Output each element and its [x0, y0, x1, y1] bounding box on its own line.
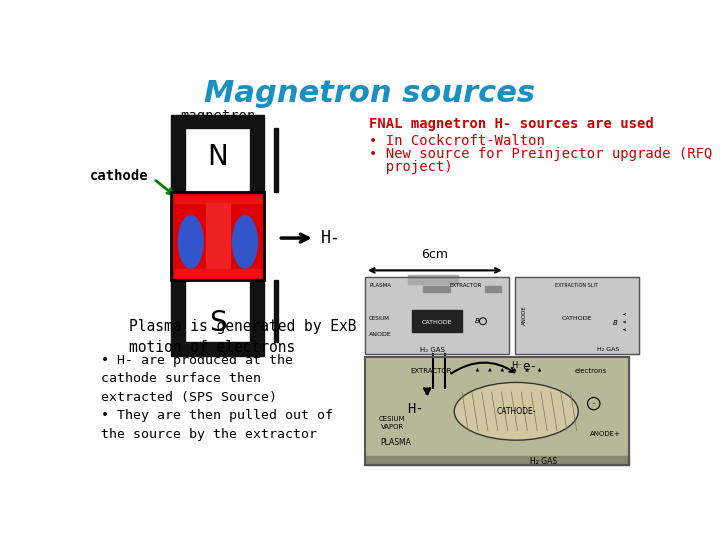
- Text: H⁻: H⁻: [511, 361, 521, 370]
- Bar: [206, 204, 230, 269]
- Bar: [365, 276, 508, 354]
- Ellipse shape: [233, 215, 258, 268]
- Text: S: S: [209, 309, 227, 337]
- Bar: [251, 280, 264, 342]
- Text: magnetron: magnetron: [180, 110, 256, 124]
- Text: ANODE+: ANODE+: [590, 431, 621, 437]
- Text: H₂ GAS: H₂ GAS: [597, 347, 618, 352]
- Bar: [515, 276, 639, 354]
- Bar: [274, 128, 279, 192]
- Text: H-: H-: [408, 402, 424, 416]
- Bar: [412, 310, 462, 332]
- Bar: [251, 128, 264, 192]
- Bar: [171, 192, 264, 280]
- Text: CESIUM: CESIUM: [369, 316, 390, 321]
- Bar: [171, 128, 185, 192]
- Bar: [365, 357, 629, 465]
- Bar: [485, 286, 500, 292]
- Text: CATHODE: CATHODE: [421, 320, 451, 325]
- Ellipse shape: [179, 215, 203, 268]
- Text: ANODE: ANODE: [369, 332, 392, 337]
- Text: H₂ GAS: H₂ GAS: [530, 457, 557, 466]
- Bar: [365, 456, 629, 465]
- Text: cathode: cathode: [89, 170, 148, 184]
- Text: EXTRACTION SLIT: EXTRACTION SLIT: [555, 284, 598, 288]
- Text: H-: H-: [321, 229, 341, 247]
- Text: CESIUM
VAPOR: CESIUM VAPOR: [379, 416, 405, 430]
- Text: EXTRACTOR: EXTRACTOR: [450, 284, 482, 288]
- Text: PLASMA: PLASMA: [369, 284, 392, 288]
- Text: EXTRACTOR: EXTRACTOR: [410, 368, 451, 374]
- Bar: [175, 269, 261, 276]
- Text: • In Cockcroft-Walton: • In Cockcroft-Walton: [369, 134, 545, 148]
- Text: H₂ GAS: H₂ GAS: [420, 347, 445, 353]
- Text: • H- are produced at the
cathode surface then
extracted (SPS Source)
• They are : • H- are produced at the cathode surface…: [101, 354, 333, 441]
- Text: ·: ·: [592, 399, 595, 409]
- Text: N: N: [207, 143, 228, 171]
- Text: e-: e-: [523, 360, 537, 373]
- Text: ANODE: ANODE: [521, 305, 526, 325]
- Text: CATHODE: CATHODE: [562, 316, 592, 321]
- Text: FNAL magnetron H- sources are used: FNAL magnetron H- sources are used: [369, 117, 654, 131]
- Text: PLASMA: PLASMA: [381, 437, 412, 447]
- Ellipse shape: [454, 382, 578, 440]
- Bar: [365, 357, 629, 465]
- Bar: [515, 276, 639, 354]
- Text: 6cm: 6cm: [421, 248, 449, 261]
- Text: B: B: [613, 320, 618, 326]
- Bar: [175, 195, 261, 204]
- Text: • New source for Preinjector upgrade (RFQ: • New source for Preinjector upgrade (RF…: [369, 147, 712, 161]
- Text: CATHODE-: CATHODE-: [497, 407, 536, 416]
- Text: Magnetron sources: Magnetron sources: [204, 79, 534, 107]
- Bar: [365, 276, 508, 354]
- Bar: [408, 275, 458, 284]
- Text: project): project): [369, 160, 453, 174]
- Text: electrons: electrons: [575, 368, 607, 374]
- Text: B: B: [475, 318, 480, 324]
- Bar: [171, 115, 264, 128]
- Bar: [274, 280, 279, 342]
- Bar: [171, 342, 264, 356]
- Bar: [423, 286, 451, 292]
- Text: Plasma is generated by ExB
motion of electrons: Plasma is generated by ExB motion of ele…: [129, 319, 356, 355]
- Bar: [171, 280, 185, 342]
- Bar: [171, 192, 264, 280]
